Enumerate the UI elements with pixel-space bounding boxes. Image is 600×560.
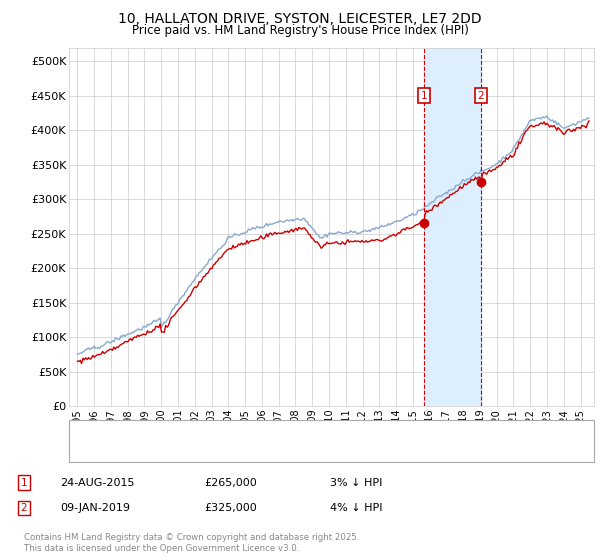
Text: £265,000: £265,000 — [204, 478, 257, 488]
Text: 3% ↓ HPI: 3% ↓ HPI — [330, 478, 382, 488]
Text: Price paid vs. HM Land Registry's House Price Index (HPI): Price paid vs. HM Land Registry's House … — [131, 24, 469, 36]
Text: 09-JAN-2019: 09-JAN-2019 — [60, 503, 130, 513]
Text: 1: 1 — [20, 478, 28, 488]
Text: 2: 2 — [478, 91, 484, 101]
Text: HPI: Average price, detached house, Charnwood: HPI: Average price, detached house, Char… — [117, 446, 369, 456]
Text: 4% ↓ HPI: 4% ↓ HPI — [330, 503, 383, 513]
Text: 10, HALLATON DRIVE, SYSTON, LEICESTER, LE7 2DD (detached house): 10, HALLATON DRIVE, SYSTON, LEICESTER, L… — [117, 427, 484, 437]
Text: 1: 1 — [421, 91, 427, 101]
Text: 10, HALLATON DRIVE, SYSTON, LEICESTER, LE7 2DD: 10, HALLATON DRIVE, SYSTON, LEICESTER, L… — [118, 12, 482, 26]
Text: 2: 2 — [20, 503, 28, 513]
Text: £325,000: £325,000 — [204, 503, 257, 513]
Text: Contains HM Land Registry data © Crown copyright and database right 2025.
This d: Contains HM Land Registry data © Crown c… — [24, 533, 359, 553]
Text: 24-AUG-2015: 24-AUG-2015 — [60, 478, 134, 488]
Text: ———: ——— — [81, 425, 118, 438]
Bar — [424, 48, 481, 406]
Text: ———: ——— — [81, 445, 118, 458]
